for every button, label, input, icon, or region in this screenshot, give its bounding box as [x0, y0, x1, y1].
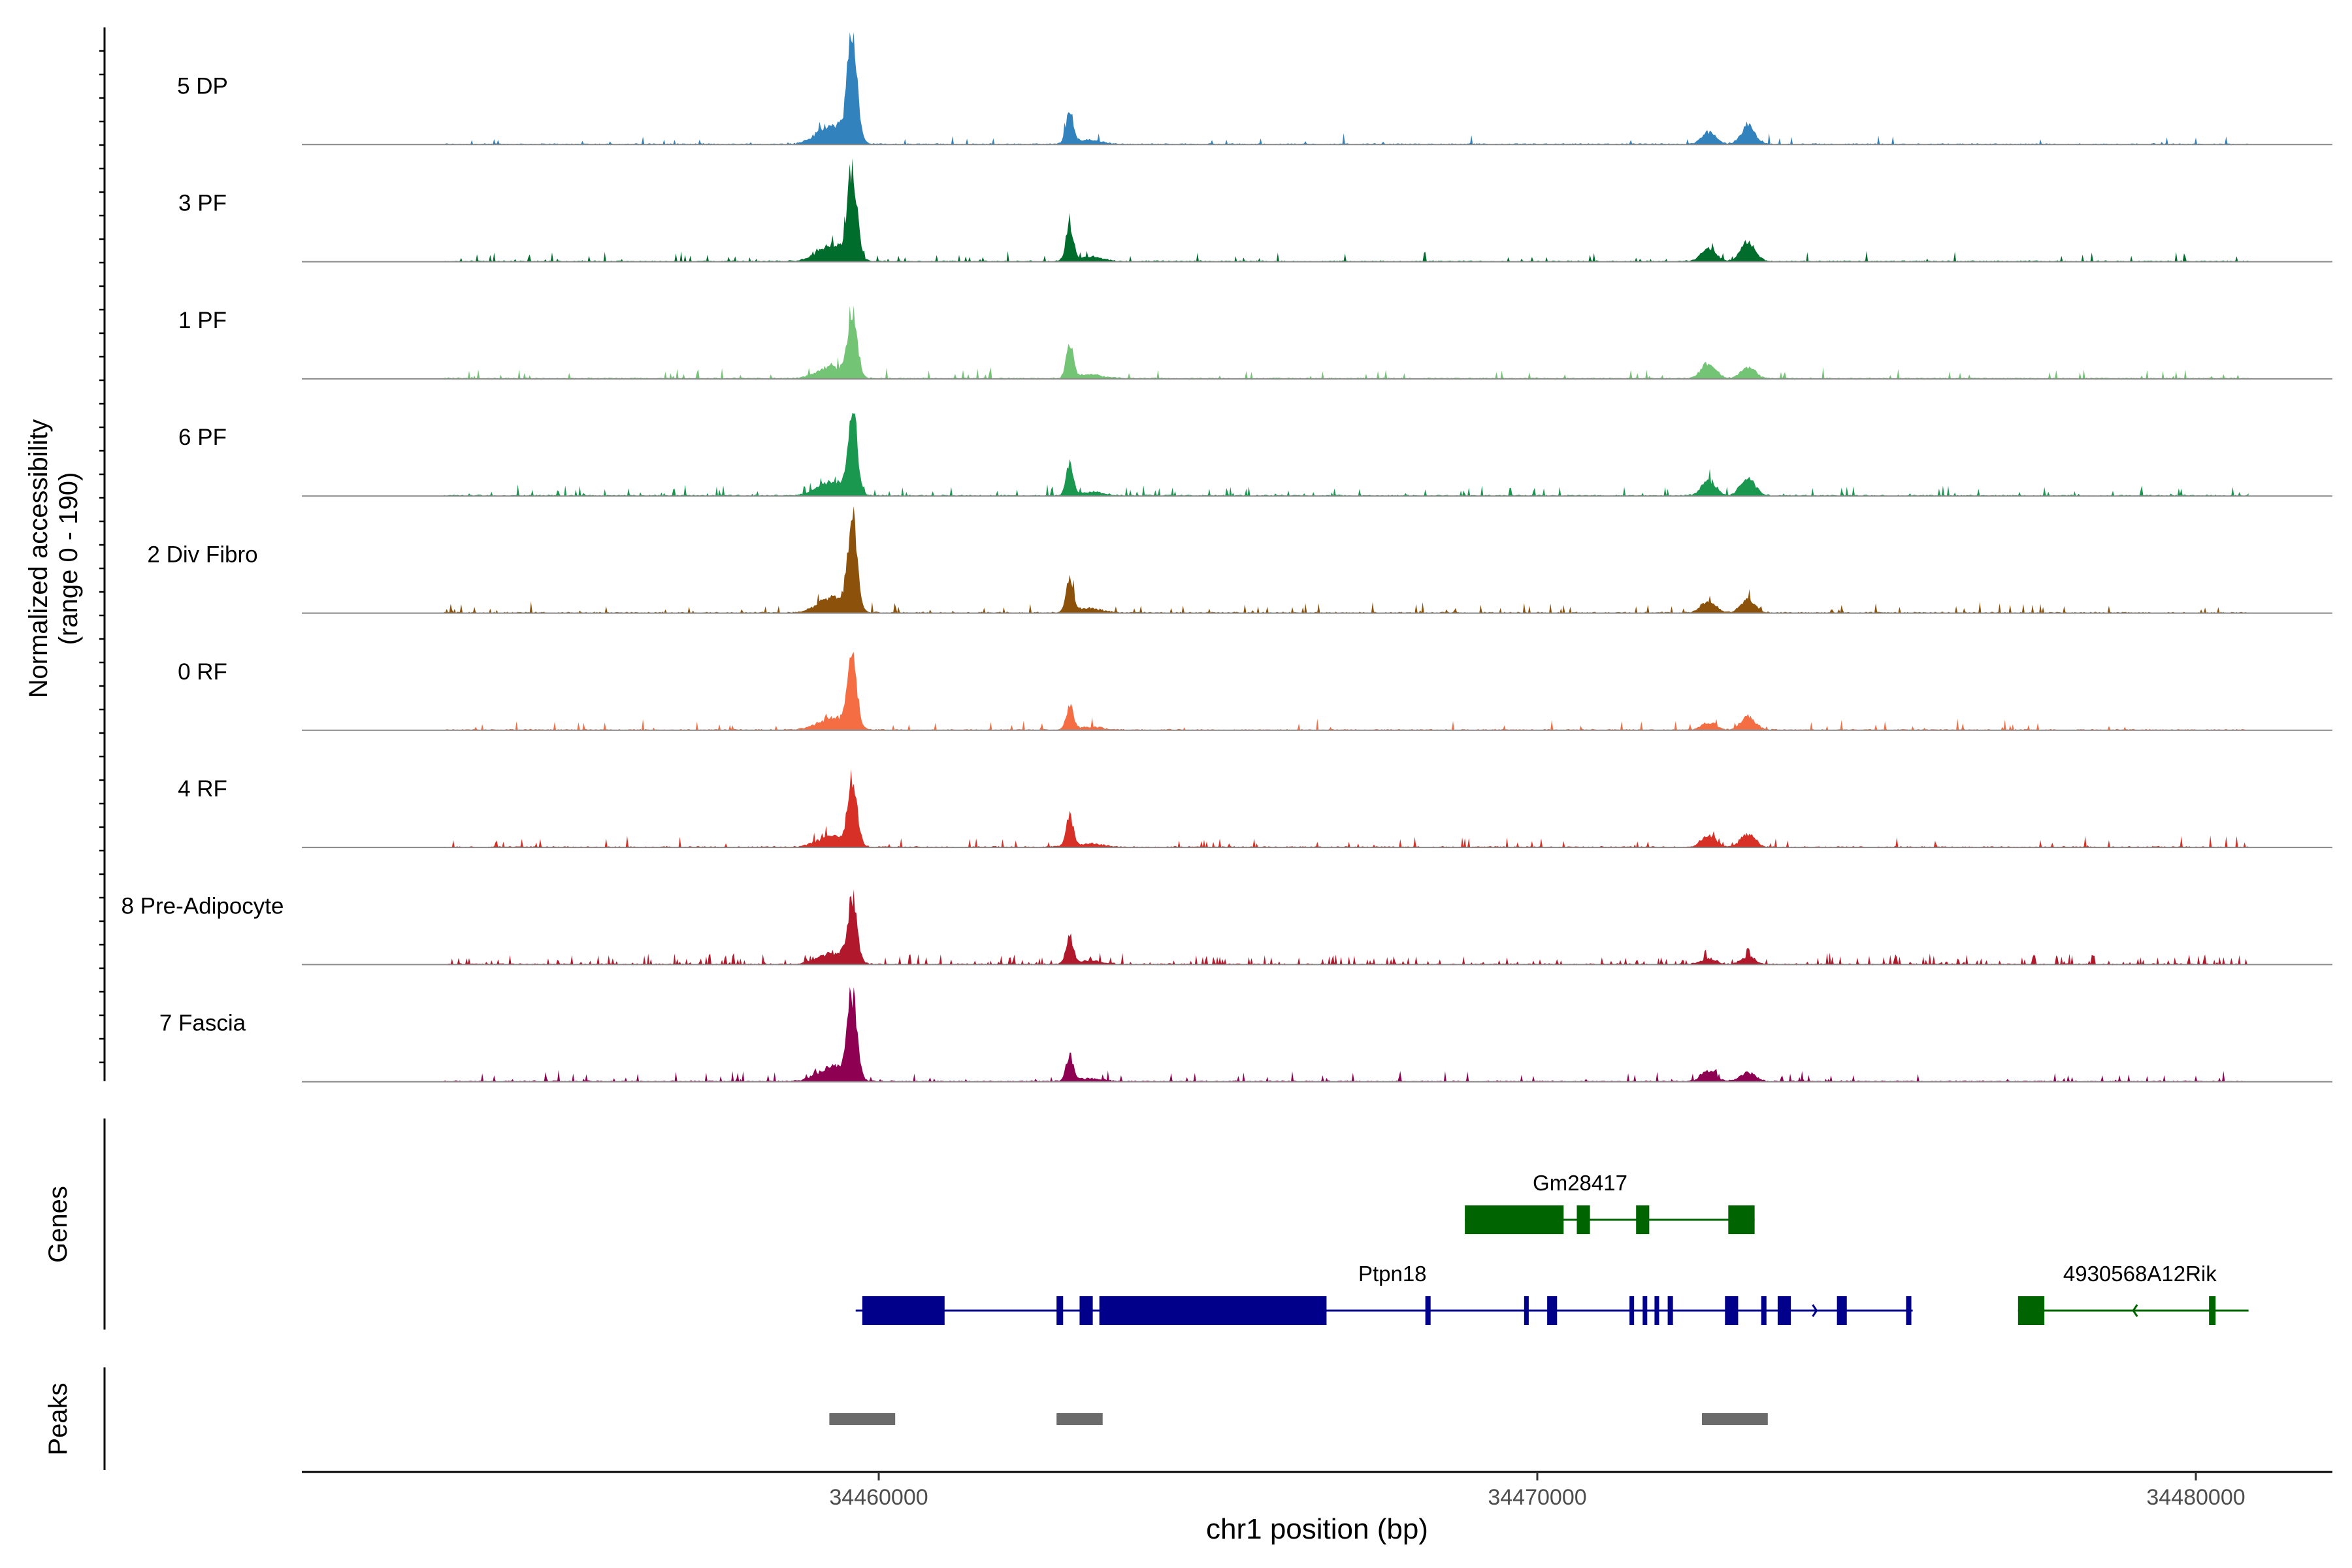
genes-panel-label: Genes — [44, 1186, 73, 1263]
strand-arrow — [2132, 1304, 2138, 1317]
gene-exon — [1524, 1296, 1529, 1325]
coverage-area — [444, 889, 2249, 965]
gene-4930568a12rik: 4930568A12Rik — [2017, 1262, 2249, 1325]
track-label: 6 PF — [178, 425, 227, 450]
track-4-rf: 4 RF — [178, 769, 2332, 849]
gene-exon — [1761, 1296, 1767, 1325]
coverage-tracks: 5 DP 3 PF 1 PF 6 PF 2 Div Fibro 0 RF 4 RF 8 Pre… — [121, 32, 2332, 1083]
gene-exon — [1837, 1296, 1847, 1325]
gene-exon — [1728, 1205, 1755, 1234]
track-label: 8 Pre-Adipocyte — [121, 893, 284, 919]
track-8-pre-adipocyte: 8 Pre-Adipocyte — [121, 889, 2332, 966]
coverage-area — [444, 506, 2249, 613]
x-tick-label: 34480000 — [2146, 1485, 2245, 1510]
gene-exon — [1777, 1296, 1791, 1325]
coverage-area — [444, 987, 2249, 1082]
coverage-area — [444, 158, 2249, 262]
gene-exon — [2017, 1296, 2045, 1325]
coverage-area — [444, 413, 2249, 497]
peaks-track — [829, 1413, 1768, 1425]
track-2-div-fibro: 2 Div Fibro — [147, 506, 2332, 614]
peak-region — [1702, 1413, 1768, 1425]
gene-ptpn18: Ptpn18 — [855, 1262, 1913, 1325]
gene-exon — [2209, 1296, 2216, 1325]
track-6-pf: 6 PF — [178, 413, 2332, 497]
x-axis: 34460000 34470000 34480000 — [302, 1471, 2332, 1510]
gene-exon — [1056, 1296, 1064, 1325]
track-1-pf: 1 PF — [178, 305, 2332, 380]
track-label: 5 DP — [177, 73, 228, 99]
y-axis-label-line1: Normalized accessibility — [24, 419, 53, 698]
gene-exon — [1667, 1296, 1673, 1325]
gene-exon — [1642, 1296, 1648, 1325]
gene-exon — [862, 1296, 945, 1325]
track-label: 2 Div Fibro — [147, 542, 257, 568]
gene-exon — [1425, 1296, 1431, 1325]
gene-exon — [1547, 1296, 1558, 1325]
gene-exon — [1465, 1205, 1564, 1234]
track-3-pf: 3 PF — [178, 158, 2332, 263]
coverage-area — [444, 32, 2249, 145]
x-tick-label: 34470000 — [1488, 1485, 1586, 1510]
accessibility-axis — [99, 27, 106, 1081]
track-label: 7 Fascia — [159, 1011, 246, 1036]
coverage-area — [444, 305, 2249, 379]
track-5-dp: 5 DP — [177, 32, 2332, 146]
gene-exon — [1654, 1296, 1659, 1325]
coverage-area — [444, 769, 2249, 848]
strand-arrow — [1812, 1304, 1818, 1317]
peak-region — [1056, 1413, 1103, 1425]
gene-exon — [1636, 1205, 1650, 1234]
gene-exon — [1576, 1205, 1590, 1234]
track-0-rf: 0 RF — [178, 651, 2332, 731]
y-axis-label-line2: (range 0 - 190) — [54, 472, 83, 645]
gene-label: Ptpn18 — [1358, 1262, 1427, 1286]
gene-exon — [1099, 1296, 1327, 1325]
track-label: 3 PF — [178, 191, 227, 216]
gene-annotation-track: Gm28417 Ptpn18 4930568A12Rik — [855, 1171, 2249, 1325]
gene-gm28417: Gm28417 — [1465, 1171, 1755, 1234]
gene-exon — [1725, 1296, 1739, 1325]
gene-label: Gm28417 — [1533, 1171, 1627, 1195]
track-label: 1 PF — [178, 308, 227, 333]
x-tick-label: 34460000 — [829, 1485, 928, 1510]
x-axis-label: chr1 position (bp) — [1206, 1513, 1428, 1545]
gene-exon — [1079, 1296, 1093, 1325]
coverage-area — [444, 651, 2249, 730]
track-label: 4 RF — [178, 776, 227, 802]
gene-label: 4930568A12Rik — [2063, 1262, 2217, 1286]
track-label: 0 RF — [178, 659, 227, 685]
track-7-fascia: 7 Fascia — [159, 987, 2332, 1083]
peaks-panel-label: Peaks — [44, 1382, 73, 1455]
gene-exon — [1906, 1296, 1912, 1325]
gene-exon — [1629, 1296, 1635, 1325]
peak-region — [829, 1413, 896, 1425]
